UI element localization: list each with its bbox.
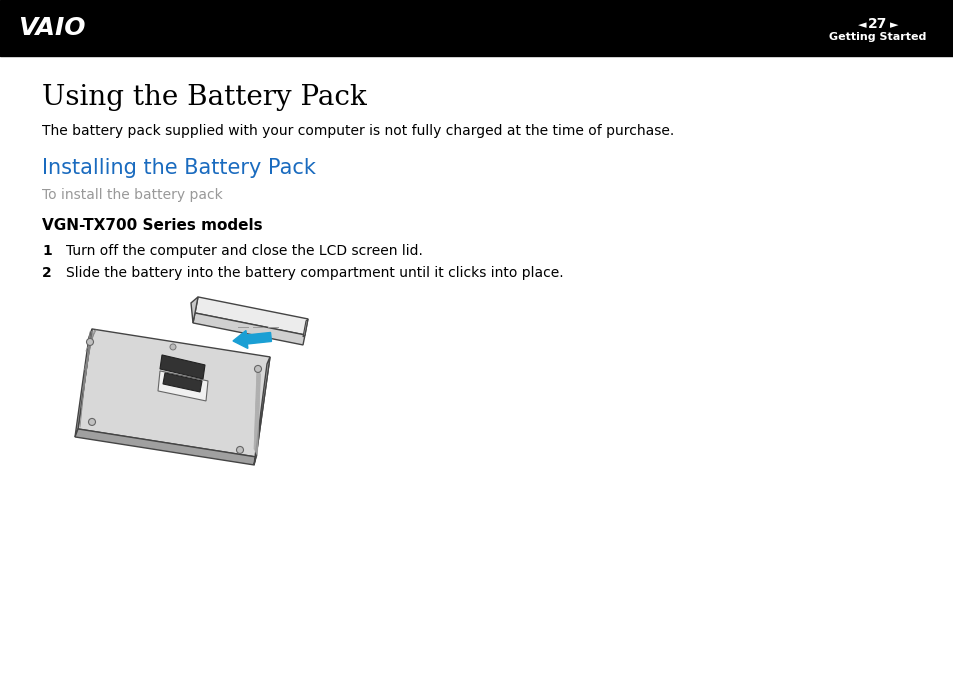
Circle shape: [236, 446, 243, 454]
Text: VGN-TX700 Series models: VGN-TX700 Series models: [42, 218, 262, 233]
Text: Slide the battery into the battery compartment until it clicks into place.: Slide the battery into the battery compa…: [66, 266, 563, 280]
Polygon shape: [78, 329, 270, 457]
Text: ◄: ◄: [857, 20, 865, 30]
Polygon shape: [163, 373, 202, 392]
Polygon shape: [75, 329, 91, 437]
Text: Using the Battery Pack: Using the Battery Pack: [42, 84, 367, 111]
Polygon shape: [191, 297, 198, 323]
Text: 27: 27: [867, 17, 886, 31]
Text: Getting Started: Getting Started: [828, 32, 925, 42]
Polygon shape: [194, 297, 308, 335]
Bar: [0, 0, 953, 56]
Polygon shape: [193, 313, 305, 345]
Text: VAIO: VAIO: [18, 16, 86, 40]
Text: ►: ►: [889, 20, 898, 30]
Polygon shape: [160, 355, 205, 379]
FancyArrow shape: [233, 330, 272, 348]
Polygon shape: [158, 371, 208, 401]
Circle shape: [89, 419, 95, 425]
Text: The battery pack supplied with your computer is not fully charged at the time of: The battery pack supplied with your comp…: [42, 124, 674, 138]
Circle shape: [170, 344, 175, 350]
Circle shape: [254, 365, 261, 373]
Polygon shape: [75, 429, 255, 465]
Polygon shape: [303, 319, 308, 337]
Text: To install the battery pack: To install the battery pack: [42, 188, 222, 202]
Text: Turn off the computer and close the LCD screen lid.: Turn off the computer and close the LCD …: [66, 244, 422, 258]
Text: 1: 1: [42, 244, 51, 258]
Text: 2: 2: [42, 266, 51, 280]
Text: Installing the Battery Pack: Installing the Battery Pack: [42, 158, 315, 178]
Circle shape: [87, 338, 93, 346]
Polygon shape: [253, 357, 270, 465]
